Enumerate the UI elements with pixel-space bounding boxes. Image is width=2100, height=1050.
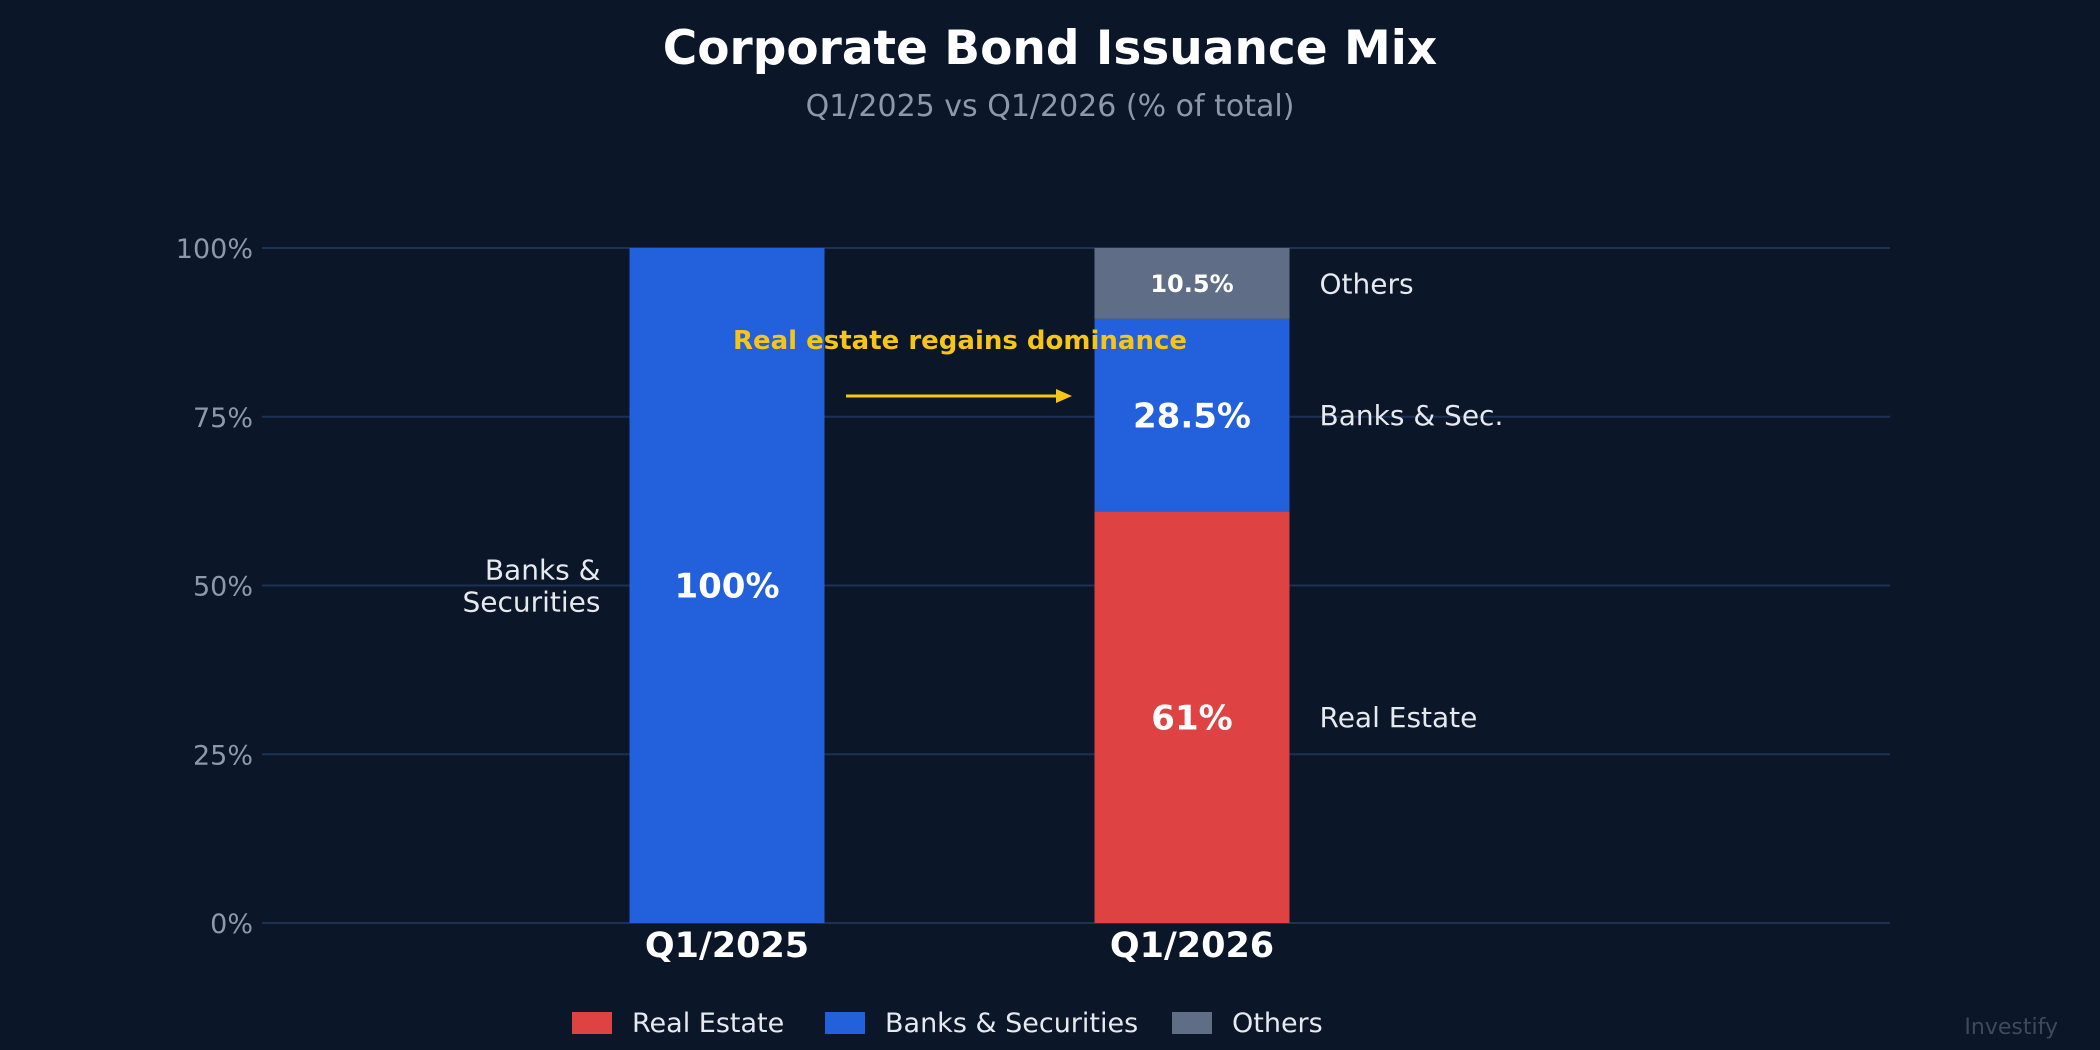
legend-item-others: Others: [1172, 1008, 1323, 1039]
data-label: 100%: [674, 567, 779, 607]
data-label: 10.5%: [1150, 270, 1233, 298]
data-label: 61%: [1151, 698, 1232, 738]
data-label: 28.5%: [1133, 396, 1251, 436]
legend: Real Estate Banks & Securities Others: [572, 1008, 1323, 1039]
legend-item-banks-securities: Banks & Securities: [825, 1008, 1138, 1039]
bar-segment-banks-securities: [629, 248, 825, 923]
y-tick-label: 50%: [193, 572, 253, 603]
chart-subtitle: Q1/2025 vs Q1/2026 (% of total): [806, 89, 1295, 124]
y-axis-ticks: 0% 25% 50% 75% 100%: [176, 234, 253, 940]
side-label-line: Banks & Sec.: [1320, 399, 1504, 432]
segment-labels: 100% 61% 28.5% 10.5%: [674, 270, 1251, 738]
side-labels: Banks & Securities Real Estate Banks & Sec.…: [462, 267, 1503, 734]
bar-segment-real-estate: [1094, 511, 1290, 923]
y-tick-label: 0%: [210, 909, 253, 940]
y-tick-label: 100%: [176, 234, 253, 265]
bar-segment-banks-securities: [1094, 318, 1290, 512]
legend-swatch: [825, 1012, 865, 1034]
x-tick-label: Q1/2026: [1110, 926, 1274, 966]
legend-label: Real Estate: [632, 1008, 784, 1039]
side-label-line: Banks &: [485, 554, 601, 587]
annotation-text: Real estate regains dominance: [733, 326, 1187, 356]
y-tick-label: 25%: [193, 740, 253, 771]
y-tick-label: 75%: [193, 403, 253, 434]
bars: [629, 248, 1290, 923]
side-label-banks-securities: Banks & Sec.: [1320, 399, 1504, 432]
bar-segment-others: [1094, 248, 1290, 319]
side-label-line: Others: [1320, 267, 1414, 300]
side-label-real-estate: Real Estate: [1320, 701, 1478, 734]
legend-label: Banks & Securities: [885, 1008, 1138, 1039]
annotation: Real estate regains dominance: [733, 326, 1187, 403]
side-label-line: Real Estate: [1320, 701, 1478, 734]
annotation-arrow-head-icon: [1056, 389, 1072, 403]
legend-swatch: [572, 1012, 612, 1034]
side-label-banks-securities: Banks & Securities: [462, 554, 600, 619]
gridlines: [262, 247, 1890, 924]
legend-label: Others: [1232, 1008, 1323, 1039]
x-tick-label: Q1/2025: [645, 926, 809, 966]
legend-item-real-estate: Real Estate: [572, 1008, 784, 1039]
legend-swatch: [1172, 1012, 1212, 1034]
chart-title: Corporate Bond Issuance Mix: [663, 21, 1437, 76]
side-label-line: Securities: [462, 586, 600, 619]
watermark: Investify: [1964, 1015, 2058, 1040]
x-axis-ticks: Q1/2025 Q1/2026: [645, 926, 1274, 966]
side-label-others: Others: [1320, 267, 1414, 300]
